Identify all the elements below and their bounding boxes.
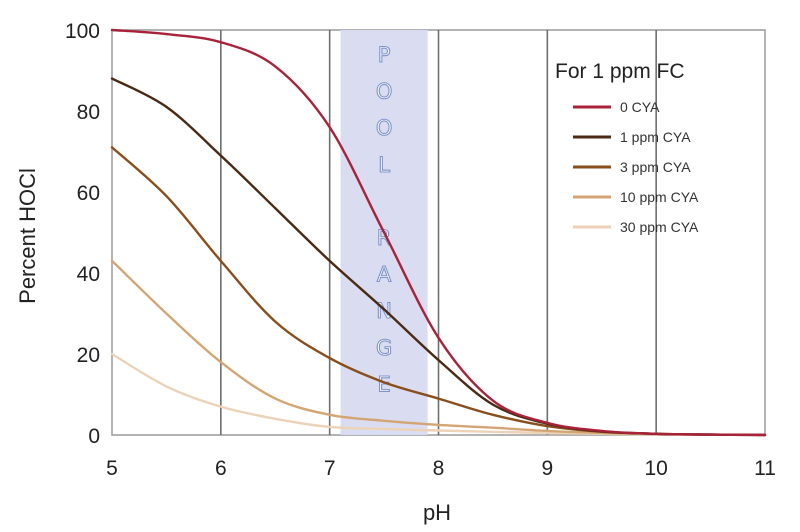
pool-range-letter: O [376, 116, 393, 140]
pool-range-letter: L [378, 153, 390, 177]
series-line [110, 28, 767, 437]
pool-range-letter: P [378, 43, 391, 67]
legend-title: For 1 ppm FC [555, 60, 685, 83]
x-tick-label: 11 [754, 457, 776, 480]
pool-range-letter: E [377, 372, 390, 396]
x-tick-label: 6 [215, 457, 227, 480]
x-axis-label: pH [423, 500, 451, 525]
legend-entry-label: 1 ppm CYA [620, 129, 691, 145]
x-tick-label: 9 [541, 457, 553, 480]
legend: For 1 ppm FC 0 CYA 1 ppm CYA 3 ppm CYA 10 p… [555, 60, 699, 235]
legend-entry-label: 0 CYA [620, 99, 660, 115]
y-tick-label: 40 [77, 263, 100, 286]
legend-entry-label: 30 ppm CYA [620, 219, 699, 235]
axes: 5 6 7 8 9 10 11 0 20 40 60 80 100 [65, 20, 776, 480]
x-tick-label: 10 [644, 457, 667, 480]
pool-range-letter: G [376, 336, 392, 360]
y-tick-label: 0 [88, 425, 100, 448]
grid [111, 29, 766, 436]
pool-range-letter: N [376, 299, 392, 323]
legend-entry-label: 10 ppm CYA [620, 189, 699, 205]
x-tick-label: 7 [324, 457, 336, 480]
y-tick-label: 60 [77, 182, 100, 205]
pool-range-letter: A [377, 263, 392, 287]
series-lines [110, 28, 767, 437]
pool-range-letter: R [377, 226, 392, 250]
legend-entry-label: 3 ppm CYA [620, 159, 691, 175]
pool-range-letter: O [376, 80, 393, 104]
y-tick-label: 20 [77, 344, 100, 367]
x-tick-label: 8 [433, 457, 445, 480]
y-axis-label: Percent HOCl [15, 168, 40, 304]
y-tick-label: 80 [77, 101, 100, 124]
y-tick-label: 100 [65, 20, 100, 43]
x-tick-label: 5 [106, 457, 118, 480]
